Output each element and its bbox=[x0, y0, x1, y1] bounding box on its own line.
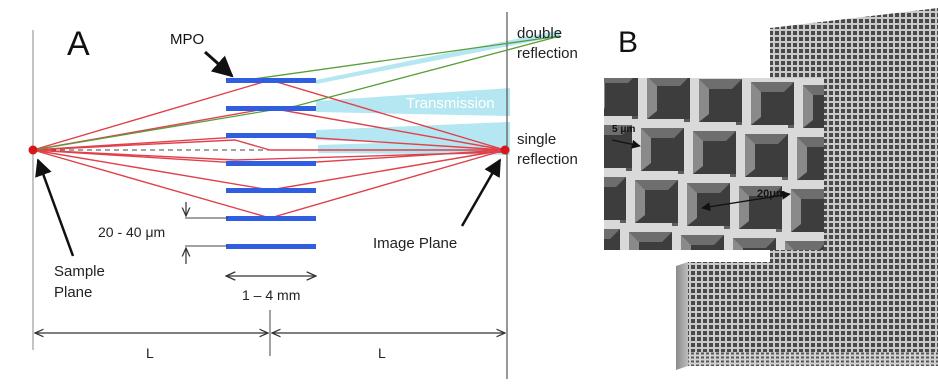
sem-pore bbox=[696, 18, 748, 70]
wall-width-label: 5 μm bbox=[612, 124, 635, 135]
right-distance-label: L bbox=[378, 345, 386, 361]
mpo-plate bbox=[226, 161, 316, 166]
plate-side-edge bbox=[676, 262, 688, 370]
panel-b-micrograph: 5 μm 20μm B bbox=[510, 8, 938, 370]
sample-plane-arrow bbox=[35, 158, 75, 257]
mpo-plate bbox=[226, 106, 316, 111]
mpo-label: MPO bbox=[170, 31, 204, 48]
thickness-label: 1 – 4 mm bbox=[242, 287, 300, 303]
panel-b-label: B bbox=[618, 26, 638, 59]
sem-pore bbox=[724, 229, 776, 250]
sem-pore bbox=[684, 122, 736, 174]
sem-pore bbox=[730, 177, 782, 229]
double-reflection-label-2: reflection bbox=[517, 45, 578, 62]
sem-pore bbox=[534, 61, 586, 113]
sem-pore bbox=[562, 272, 614, 324]
sample-plane-label-1: Sample bbox=[54, 263, 105, 280]
sem-pore bbox=[510, 269, 562, 321]
ray bbox=[32, 139, 505, 151]
mpo-plate bbox=[226, 78, 316, 83]
beam-transmission bbox=[316, 88, 510, 116]
ray bbox=[32, 149, 506, 219]
mpo-plates bbox=[226, 78, 316, 249]
mpo-plate bbox=[226, 133, 316, 138]
ray bbox=[295, 35, 561, 107]
sem-pore bbox=[626, 171, 678, 223]
double-reflection-label-1: double bbox=[517, 25, 562, 42]
sem-pore bbox=[516, 217, 568, 269]
beam-upper bbox=[316, 30, 560, 84]
mpo-plate bbox=[226, 244, 316, 249]
sample-plane-label-2: Plane bbox=[54, 284, 92, 301]
image-plane-label: Image Plane bbox=[373, 235, 457, 252]
sem-pore bbox=[672, 226, 724, 250]
mpo-arrow bbox=[204, 50, 234, 78]
wall-width-arrow bbox=[611, 139, 641, 149]
sem-pore bbox=[644, 15, 696, 67]
pore-width-label: 20μm bbox=[757, 188, 786, 200]
double-reflection-rays bbox=[32, 35, 561, 151]
pore-width-arrow bbox=[701, 190, 791, 212]
mpo-plate bbox=[226, 188, 316, 193]
sem-pore bbox=[638, 78, 690, 119]
sem-inset: 5 μm 20μm bbox=[510, 15, 824, 327]
ray bbox=[231, 35, 561, 83]
sem-pore bbox=[782, 180, 824, 232]
sem-pore bbox=[736, 125, 788, 177]
pore-spacing-label: 20 - 40 μm bbox=[98, 224, 165, 240]
sem-pore bbox=[690, 78, 742, 122]
sem-pore bbox=[604, 78, 638, 116]
mpo-plate bbox=[226, 216, 316, 221]
single-reflection-label-1: single bbox=[517, 131, 556, 148]
panel-a-schematic: A MPO double reflection Transmission sin… bbox=[28, 12, 578, 379]
sem-pore bbox=[788, 128, 824, 180]
sem-pore bbox=[614, 275, 666, 327]
sem-pore bbox=[604, 168, 626, 220]
sem-pore bbox=[678, 174, 730, 226]
sem-pore bbox=[522, 165, 574, 217]
sem-pore bbox=[620, 223, 672, 250]
transmission-label: Transmission bbox=[406, 95, 495, 112]
plate-front-edge bbox=[688, 352, 938, 366]
sample-point bbox=[28, 145, 38, 155]
image-point bbox=[500, 145, 510, 155]
sem-pore bbox=[794, 78, 824, 128]
sem-pore bbox=[776, 232, 824, 250]
image-plane-arrow bbox=[460, 158, 502, 227]
panel-a-label: A bbox=[67, 25, 90, 63]
sem-pore bbox=[742, 78, 794, 125]
left-distance-label: L bbox=[146, 345, 154, 361]
sem-pore bbox=[632, 119, 684, 171]
sem-pore bbox=[604, 220, 620, 250]
single-reflection-label-2: reflection bbox=[517, 151, 578, 168]
sem-pore bbox=[604, 116, 632, 168]
ray bbox=[32, 105, 297, 151]
ray bbox=[32, 149, 506, 161]
